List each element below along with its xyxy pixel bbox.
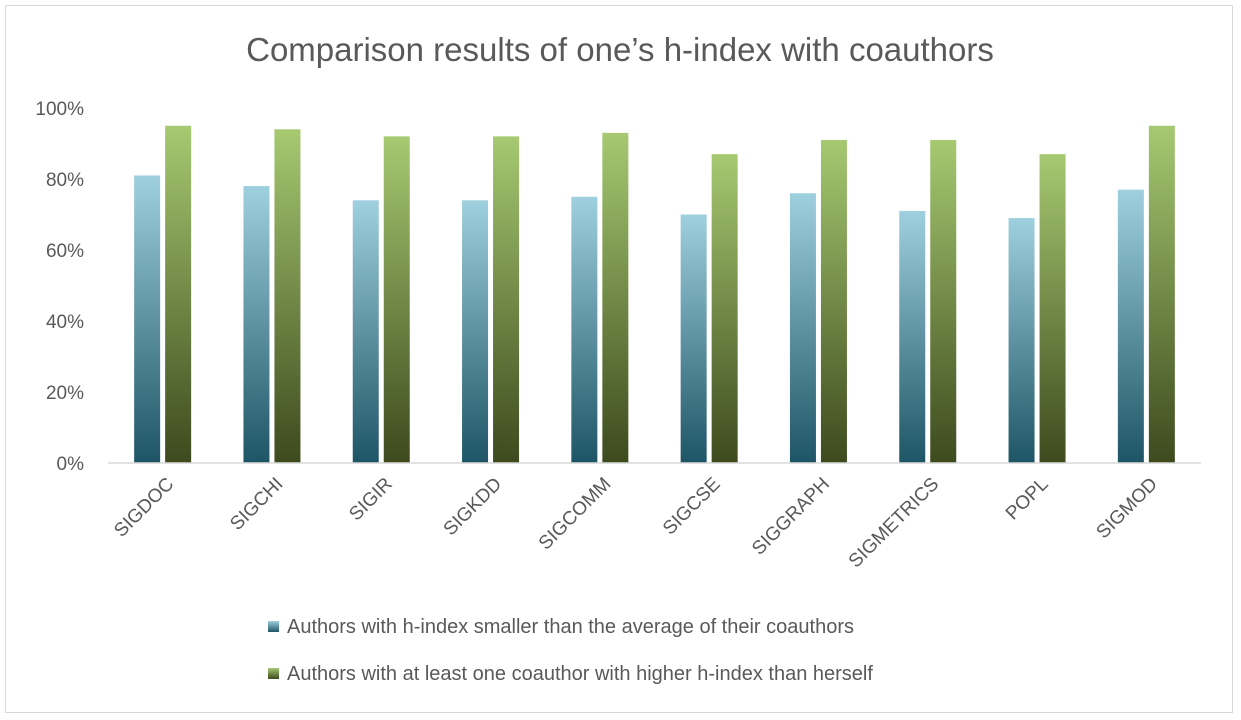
x-tick-label: SIGIR [345, 474, 396, 525]
chart-title: Comparison results of one’s h-index with… [246, 31, 994, 68]
bar-higher-coauthor-sigir [383, 136, 410, 463]
bar-higher-coauthor-sigdoc [165, 125, 192, 463]
legend-label: Authors with h-index smaller than the av… [287, 616, 854, 638]
bar-smaller-than-average-siggraph [789, 193, 816, 463]
bar-higher-coauthor-sigcse [711, 154, 738, 463]
x-tick-label: SIGKDD [440, 474, 506, 540]
y-tick-label: 20% [46, 383, 84, 404]
x-tick-label: SIGGRAPH [748, 474, 834, 560]
bar-higher-coauthor-siggraph [820, 139, 847, 463]
bar-higher-coauthor-sigmetrics [930, 139, 957, 463]
x-tick-label: SIGCHI [226, 474, 287, 535]
legend-swatch [268, 621, 279, 632]
legend-swatch [268, 668, 279, 679]
bar-smaller-than-average-sigir [352, 200, 379, 464]
y-tick-label: 40% [46, 312, 84, 333]
legend: Authors with h-index smaller than the av… [268, 616, 873, 685]
x-tick-label: SIGMOD [1093, 474, 1162, 543]
x-tick-label: SIGMETRICS [845, 474, 943, 572]
x-tick-label: SIGCOMM [535, 474, 616, 555]
bar-smaller-than-average-popl [1008, 218, 1035, 463]
y-tick-label: 0% [57, 454, 85, 475]
bar-higher-coauthor-sigchi [274, 129, 301, 464]
bar-smaller-than-average-sigkdd [462, 200, 489, 464]
y-tick-label: 80% [46, 170, 84, 191]
bar-smaller-than-average-sigdoc [134, 175, 161, 463]
bar-smaller-than-average-sigmetrics [899, 210, 926, 463]
legend-label: Authors with at least one coauthor with … [287, 663, 873, 685]
bar-higher-coauthor-sigcomm [602, 132, 629, 463]
x-axis-categories: SIGDOC SIGCHI SIGIR SIGKDD SIGCOMM SIGCSE SIGG… [110, 474, 1162, 572]
bar-smaller-than-average-sigcse [680, 214, 707, 463]
bar-higher-coauthor-sigkdd [493, 136, 520, 463]
bar-smaller-than-average-sigcomm [571, 196, 598, 463]
bars [134, 125, 1175, 464]
y-axis-ticks: 0% 20% 40% 60% 80% 100% [35, 99, 84, 475]
x-tick-label: SIGCSE [659, 474, 725, 540]
bar-smaller-than-average-sigmod [1117, 189, 1144, 463]
y-tick-label: 100% [35, 99, 84, 120]
bar-higher-coauthor-sigmod [1148, 125, 1175, 463]
bar-smaller-than-average-sigchi [243, 186, 270, 463]
x-tick-label: SIGDOC [110, 474, 178, 542]
bar-higher-coauthor-popl [1039, 154, 1066, 463]
x-tick-label: POPL [1002, 474, 1053, 525]
y-tick-label: 60% [46, 241, 84, 262]
